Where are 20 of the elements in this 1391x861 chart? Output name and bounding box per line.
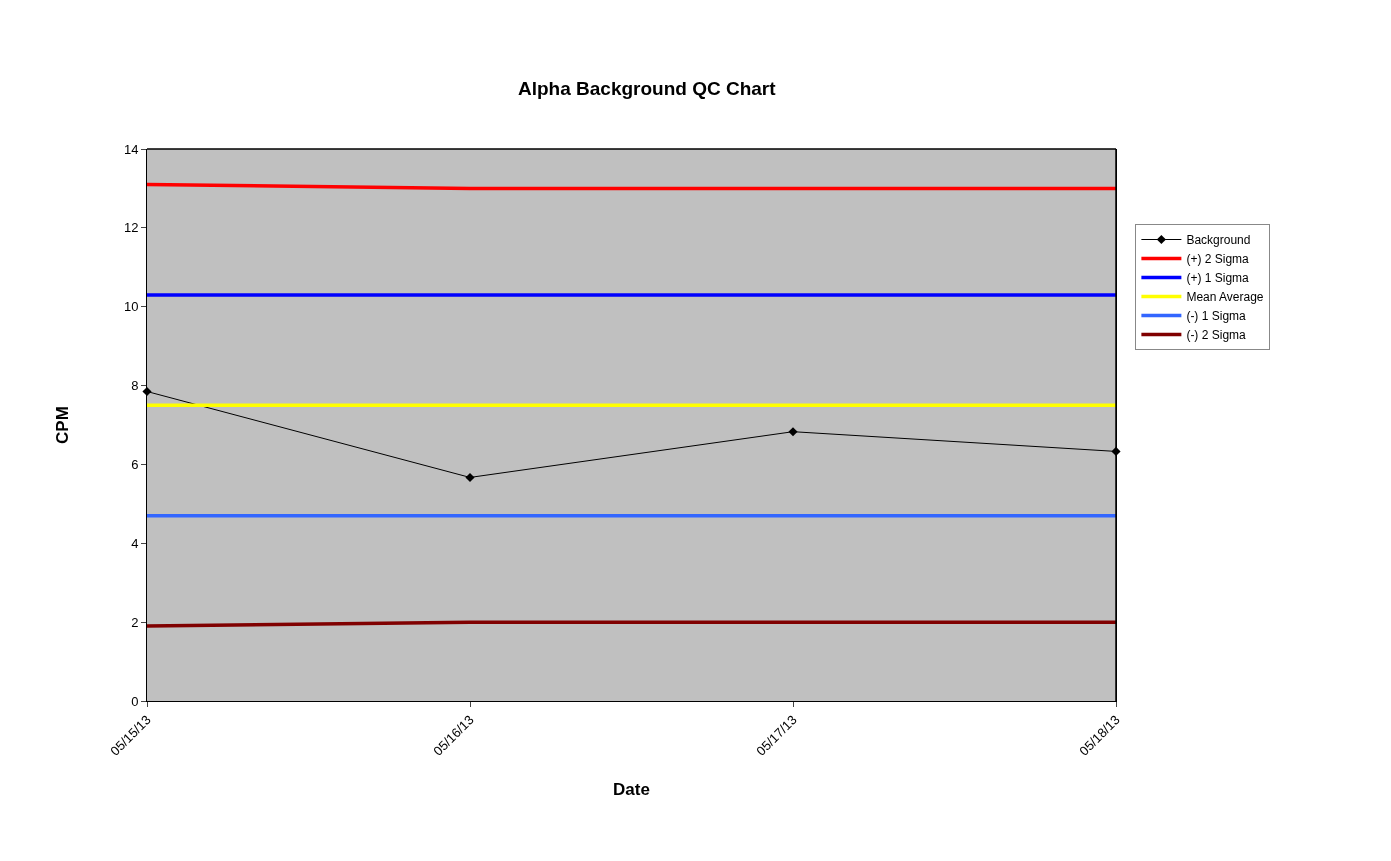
y-tick-label: 6 bbox=[131, 456, 139, 472]
legend-label: (-) 1 Sigma bbox=[1186, 309, 1247, 324]
legend-label: (+) 2 Sigma bbox=[1186, 252, 1250, 267]
y-axis-title: CPM bbox=[53, 406, 73, 444]
legend-label: (-) 2 Sigma bbox=[1186, 328, 1247, 343]
y-tick-label: 2 bbox=[131, 614, 139, 630]
y-tick-label: 12 bbox=[123, 220, 139, 236]
y-tick-label: 8 bbox=[131, 378, 139, 394]
legend-label: Background bbox=[1186, 233, 1251, 248]
x-axis-title: Date bbox=[613, 780, 650, 799]
y-tick-label: 4 bbox=[131, 535, 139, 551]
point bbox=[788, 427, 798, 437]
y-tick-label: 14 bbox=[123, 141, 139, 157]
point bbox=[465, 472, 475, 482]
point bbox=[142, 386, 152, 397]
legend-label: (+) 1 Sigma bbox=[1186, 271, 1250, 286]
legend-label: Mean Average bbox=[1186, 290, 1264, 305]
y-tick-label: 0 bbox=[131, 693, 139, 709]
y-tick-label: 10 bbox=[123, 299, 139, 315]
chart-title: Alpha Background QC Chart bbox=[518, 78, 777, 100]
